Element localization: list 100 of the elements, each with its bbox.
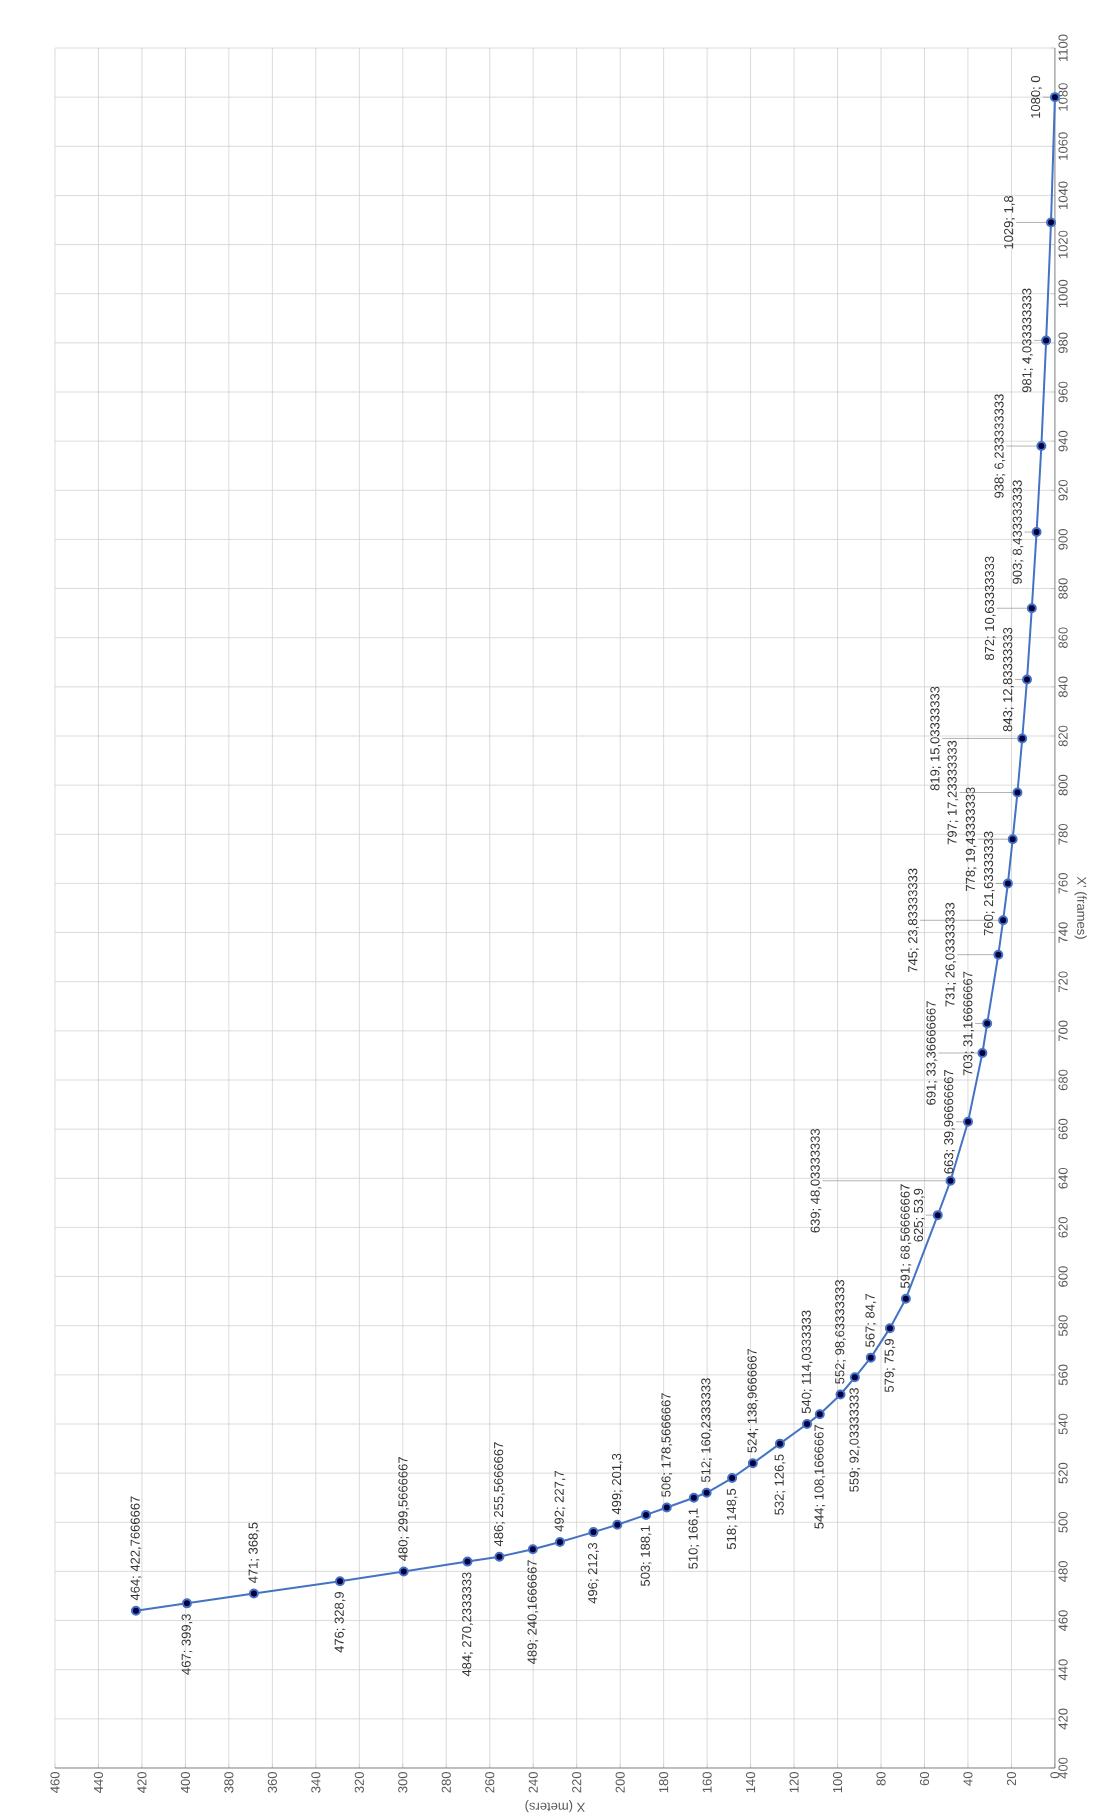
point bbox=[932, 1210, 943, 1221]
y-tick-label: 940 bbox=[1058, 430, 1068, 452]
data-label: 703; 31,16666667 bbox=[963, 971, 974, 1076]
data-label: 938; 6,233333333 bbox=[994, 394, 1006, 498]
x-tick-label: 300 bbox=[398, 1772, 408, 1793]
y-tick-label: 1100 bbox=[1058, 34, 1068, 61]
y-tick-label: 780 bbox=[1058, 823, 1068, 845]
data-label: 760; 21,63333333 bbox=[983, 831, 995, 936]
y-tick-label: 600 bbox=[1058, 1266, 1068, 1287]
data-label: 503; 188,1 bbox=[640, 1525, 652, 1587]
x-tick-label: 440 bbox=[93, 1772, 104, 1793]
point bbox=[398, 1566, 409, 1577]
point bbox=[998, 915, 1009, 926]
point bbox=[248, 1588, 259, 1599]
point bbox=[612, 1519, 623, 1530]
data-label: 489; 240,1666667 bbox=[527, 1560, 539, 1665]
point bbox=[1041, 335, 1052, 346]
point bbox=[945, 1175, 956, 1186]
y-tick-label: 680 bbox=[1058, 1069, 1068, 1091]
data-label: 559; 92,03333333 bbox=[849, 1388, 861, 1492]
x-tick-label: 420 bbox=[137, 1772, 147, 1793]
point bbox=[588, 1527, 599, 1538]
x-tick-label: 180 bbox=[659, 1772, 669, 1793]
data-label: 797; 17,23333333 bbox=[947, 740, 959, 845]
x-tick-label: 260 bbox=[485, 1772, 495, 1793]
y-tick-label: 560 bbox=[1058, 1364, 1068, 1386]
x-tick-label: 240 bbox=[528, 1772, 538, 1793]
point bbox=[963, 1116, 974, 1127]
data-label: 540; 114,0333333 bbox=[801, 1310, 813, 1414]
x-axis-title: X (meters) bbox=[525, 1800, 585, 1813]
y-tick-label: 1000 bbox=[1058, 279, 1068, 308]
data-label: 981; 4,033333333 bbox=[1022, 288, 1033, 393]
point bbox=[1012, 787, 1023, 798]
y-tick-label: 500 bbox=[1058, 1511, 1068, 1533]
point bbox=[494, 1551, 505, 1562]
data-label: 499; 201,3 bbox=[611, 1453, 623, 1515]
y-tick-label: 520 bbox=[1058, 1462, 1068, 1484]
point bbox=[1017, 733, 1028, 744]
point bbox=[747, 1458, 758, 1469]
y-tick-label: 760 bbox=[1058, 873, 1068, 894]
point bbox=[641, 1509, 652, 1520]
data-label: 506; 178,5666667 bbox=[661, 1393, 673, 1497]
x-tick-label: 160 bbox=[702, 1772, 712, 1793]
data-label: 532; 126,5 bbox=[774, 1454, 786, 1515]
data-label: 524; 138,9666667 bbox=[747, 1348, 759, 1453]
x-tick-label: 20 bbox=[1006, 1772, 1017, 1786]
point bbox=[1022, 674, 1033, 685]
point bbox=[1002, 878, 1013, 889]
data-label: 567; 84,7 bbox=[865, 1293, 877, 1347]
point bbox=[527, 1544, 538, 1555]
x-tick-label: 120 bbox=[789, 1772, 799, 1793]
point bbox=[661, 1502, 672, 1513]
y-axis-title: X' (frames) bbox=[1074, 876, 1087, 939]
data-label: 625; 53,9 bbox=[913, 1188, 925, 1242]
point bbox=[802, 1419, 813, 1429]
point bbox=[334, 1576, 345, 1587]
point bbox=[977, 1047, 988, 1058]
point bbox=[1026, 603, 1037, 614]
data-label: 496; 212,3 bbox=[588, 1542, 599, 1604]
data-label: 1080; 0 bbox=[1030, 75, 1042, 118]
y-tick-label: 980 bbox=[1058, 332, 1068, 354]
point bbox=[774, 1438, 785, 1449]
data-label: 745; 23,83333333 bbox=[908, 868, 919, 973]
point bbox=[130, 1605, 141, 1616]
point bbox=[982, 1018, 993, 1029]
x-tick-label: 460 bbox=[50, 1772, 60, 1793]
y-tick-label: 440 bbox=[1058, 1659, 1068, 1681]
point bbox=[865, 1352, 876, 1363]
data-label: 1029; 1,8 bbox=[1004, 195, 1015, 249]
data-label: 731; 26,03333333 bbox=[945, 902, 957, 1007]
data-label: 476; 328,9 bbox=[334, 1592, 346, 1653]
y-tick-label: 900 bbox=[1058, 529, 1068, 550]
y-tick-label: 960 bbox=[1058, 381, 1068, 403]
data-label: 544; 108,1666667 bbox=[814, 1425, 826, 1529]
y-tick-label: 840 bbox=[1058, 676, 1068, 698]
y-tick-label: 420 bbox=[1058, 1708, 1068, 1730]
y-tick-label: 540 bbox=[1058, 1413, 1068, 1435]
point bbox=[1031, 527, 1042, 538]
point bbox=[701, 1487, 712, 1498]
point bbox=[849, 1372, 860, 1383]
point bbox=[814, 1409, 825, 1420]
y-tick-label: 580 bbox=[1058, 1315, 1068, 1337]
point bbox=[688, 1492, 699, 1503]
y-tick-label: 640 bbox=[1058, 1167, 1068, 1189]
x-tick-label: 40 bbox=[963, 1772, 973, 1786]
data-label: 552; 98,63333333 bbox=[835, 1280, 846, 1384]
point bbox=[727, 1473, 738, 1484]
point bbox=[884, 1323, 895, 1334]
x-tick-label: 0 bbox=[1050, 1772, 1060, 1779]
data-label: 518; 148,5 bbox=[726, 1488, 738, 1550]
x-tick-label: 140 bbox=[745, 1772, 756, 1793]
data-label: 778; 19,43333333 bbox=[965, 787, 977, 891]
data-label: 512; 160,2333333 bbox=[701, 1378, 712, 1483]
point bbox=[900, 1293, 911, 1304]
data-label: 591; 68,56666667 bbox=[900, 1184, 912, 1288]
data-label: 579; 75,9 bbox=[884, 1339, 896, 1393]
y-tick-label: 460 bbox=[1058, 1610, 1068, 1632]
data-label: 872; 10,63333333 bbox=[984, 556, 996, 661]
y-tick-label: 800 bbox=[1058, 774, 1068, 796]
data-label: 492; 227,7 bbox=[554, 1470, 566, 1532]
